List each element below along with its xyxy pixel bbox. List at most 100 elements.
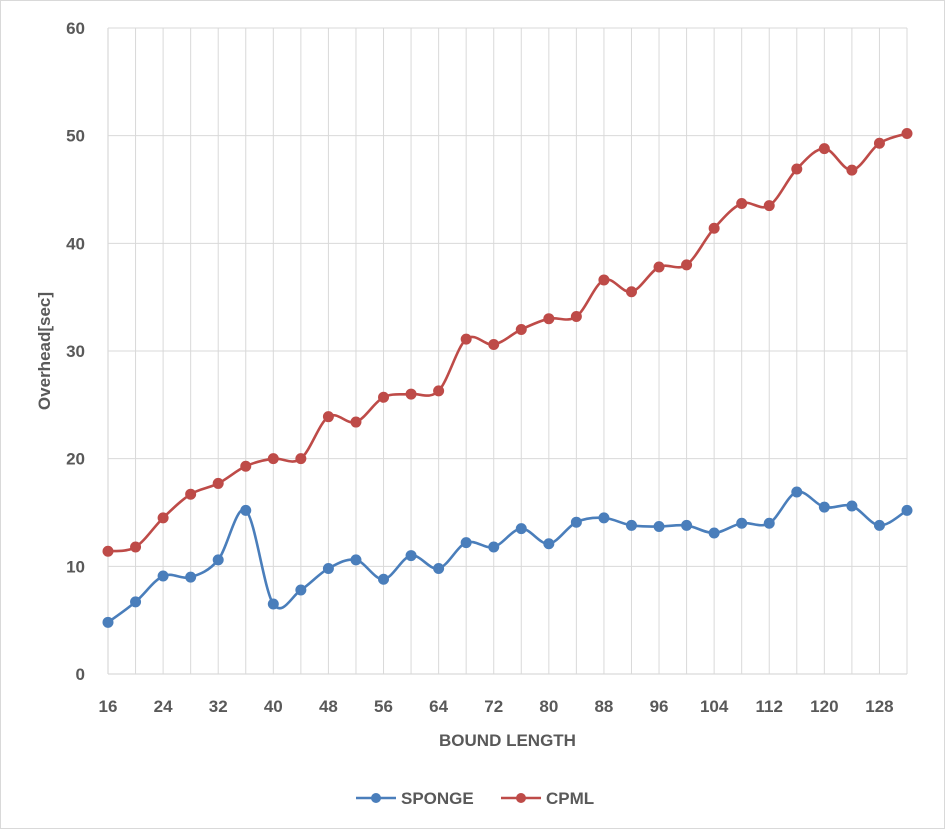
- series-lines: [102, 128, 913, 628]
- data-point-sponge: [681, 519, 693, 531]
- x-tick-label: 112: [756, 697, 783, 716]
- x-tick-label: 88: [594, 697, 613, 716]
- data-point-cpml: [433, 385, 445, 397]
- legend-label-cpml: CPML: [546, 789, 594, 808]
- data-point-cpml: [405, 388, 417, 400]
- data-point-sponge: [736, 517, 748, 529]
- data-point-cpml: [598, 274, 610, 286]
- data-point-sponge: [130, 596, 142, 608]
- data-point-cpml: [350, 416, 362, 428]
- data-point-sponge: [212, 554, 224, 566]
- data-point-cpml: [212, 477, 224, 489]
- data-point-sponge: [433, 562, 445, 574]
- data-point-sponge: [350, 554, 362, 566]
- y-tick-label: 50: [66, 127, 85, 146]
- data-point-sponge: [653, 520, 665, 532]
- y-tick-label: 10: [66, 557, 85, 576]
- y-tick-label: 60: [66, 19, 85, 38]
- x-tick-label: 56: [374, 697, 393, 716]
- data-point-sponge: [102, 616, 114, 628]
- data-point-cpml: [873, 137, 885, 149]
- x-tick-label: 32: [209, 697, 228, 716]
- x-tick-label: 80: [539, 697, 558, 716]
- data-point-cpml: [791, 163, 803, 175]
- data-point-sponge: [763, 517, 775, 529]
- y-tick-label: 30: [66, 342, 85, 361]
- data-point-sponge: [846, 500, 858, 512]
- series-line-cpml: [107, 132, 908, 553]
- y-tick-label: 40: [66, 234, 85, 253]
- data-point-cpml: [130, 541, 142, 553]
- data-point-sponge: [488, 541, 500, 553]
- legend-marker-cpml: [516, 793, 526, 803]
- x-axis-title: BOUND LENGTH: [439, 731, 576, 750]
- data-point-sponge: [901, 504, 913, 516]
- x-tick-label: 16: [99, 697, 118, 716]
- y-tick-label: 0: [76, 665, 85, 684]
- data-point-cpml: [378, 391, 390, 403]
- data-point-cpml: [460, 333, 472, 345]
- data-point-sponge: [405, 550, 417, 562]
- x-tick-label: 24: [154, 697, 173, 716]
- data-point-cpml: [240, 460, 252, 472]
- data-point-cpml: [488, 339, 500, 351]
- data-point-cpml: [322, 411, 334, 423]
- data-point-cpml: [708, 222, 720, 234]
- data-point-cpml: [543, 313, 555, 325]
- data-point-sponge: [570, 516, 582, 528]
- x-tick-label: 64: [429, 697, 448, 716]
- data-point-cpml: [157, 512, 169, 524]
- data-point-sponge: [708, 527, 720, 539]
- series-line-sponge: [107, 490, 908, 624]
- x-tick-label: 120: [810, 697, 838, 716]
- data-point-sponge: [185, 571, 197, 583]
- data-point-cpml: [736, 197, 748, 209]
- x-tick-label: 104: [700, 697, 729, 716]
- legend-label-sponge: SPONGE: [401, 789, 474, 808]
- x-tick-label: 48: [319, 697, 338, 716]
- data-point-sponge: [598, 512, 610, 524]
- data-point-cpml: [846, 164, 858, 176]
- data-point-cpml: [818, 143, 830, 155]
- legend: SPONGE CPML: [356, 789, 594, 808]
- grid-lines: [108, 27, 908, 674]
- data-point-cpml: [515, 323, 527, 335]
- legend-item-sponge: SPONGE: [356, 789, 474, 808]
- data-point-sponge: [378, 573, 390, 585]
- legend-item-cpml: CPML: [501, 789, 594, 808]
- x-tick-label: 96: [650, 697, 669, 716]
- axes: [107, 28, 907, 675]
- data-point-sponge: [267, 598, 279, 610]
- data-point-sponge: [460, 537, 472, 549]
- data-point-cpml: [653, 261, 665, 273]
- data-point-sponge: [157, 570, 169, 582]
- data-point-cpml: [625, 286, 637, 298]
- data-point-sponge: [515, 523, 527, 535]
- data-point-cpml: [901, 128, 913, 140]
- data-point-sponge: [322, 562, 334, 574]
- data-point-cpml: [681, 259, 693, 271]
- data-point-sponge: [625, 519, 637, 531]
- x-tick-label: 128: [865, 697, 893, 716]
- data-point-cpml: [102, 545, 114, 557]
- data-point-sponge: [295, 584, 307, 596]
- data-point-cpml: [295, 453, 307, 465]
- data-point-sponge: [791, 486, 803, 498]
- data-point-cpml: [185, 488, 197, 500]
- x-tick-label: 72: [484, 697, 503, 716]
- data-point-sponge: [818, 501, 830, 513]
- y-tick-label: 20: [66, 450, 85, 469]
- tick-labels: 0 10 20 30 40 50 60 16 24 32 40 48 56 64 72 80 88 96 104 11…: [66, 19, 894, 716]
- x-tick-label: 40: [264, 697, 283, 716]
- data-point-sponge: [240, 504, 252, 516]
- data-point-cpml: [763, 200, 775, 212]
- series-sponge: [102, 486, 913, 628]
- series-cpml: [102, 128, 913, 557]
- y-axis-title: Overhead[sec]: [35, 292, 54, 410]
- data-point-cpml: [570, 311, 582, 323]
- legend-marker-sponge: [371, 793, 381, 803]
- data-point-sponge: [873, 519, 885, 531]
- data-point-sponge: [543, 538, 555, 550]
